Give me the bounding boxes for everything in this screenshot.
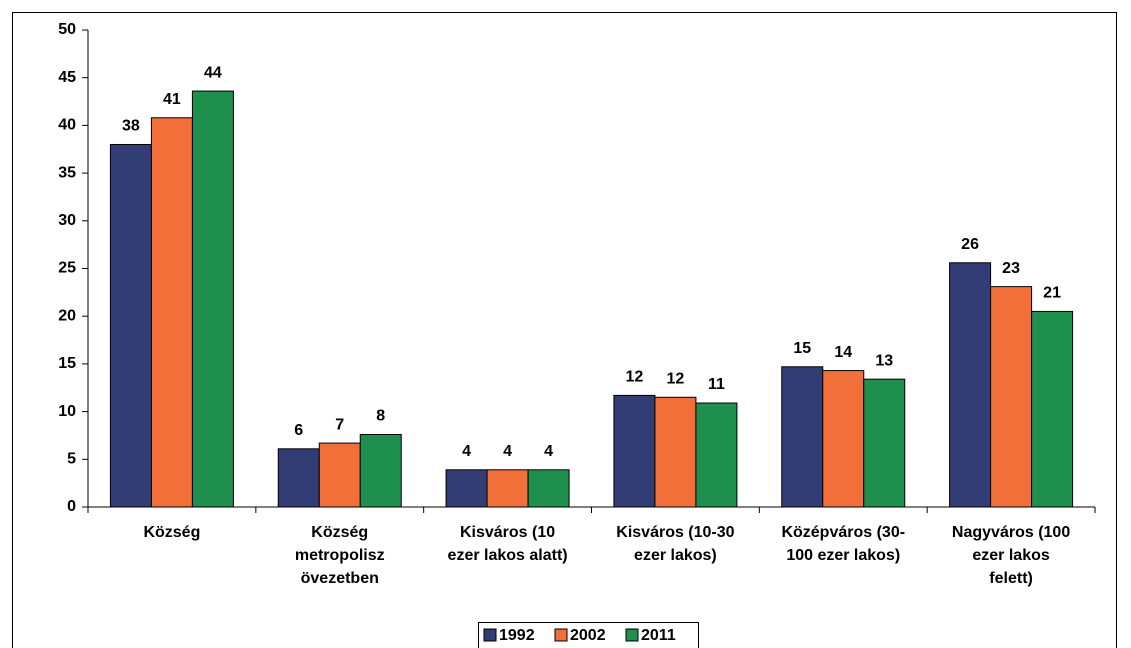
legend-swatch xyxy=(483,628,497,642)
x-tick-label: Kisváros (10 ezer lakos alatt) xyxy=(448,524,568,564)
x-tick-label: Kisváros (10-30 ezer lakos) xyxy=(616,524,734,564)
legend-box xyxy=(478,622,699,648)
value-label: 15 xyxy=(793,340,811,357)
y-tick-label: 30 xyxy=(58,212,76,229)
value-label: 4 xyxy=(503,443,512,460)
y-tick-label: 20 xyxy=(58,307,76,324)
bar xyxy=(150,117,193,508)
legend-label: 2002 xyxy=(570,627,606,644)
bar xyxy=(949,262,992,508)
legend-label: 2011 xyxy=(641,627,676,644)
bar xyxy=(318,442,361,508)
x-tick-label: Község metropolisz övezetben xyxy=(295,524,385,587)
value-label: 12 xyxy=(626,369,644,386)
value-label: 11 xyxy=(708,376,725,393)
value-label: 38 xyxy=(122,118,140,135)
value-label: 4 xyxy=(544,443,553,460)
value-label: 12 xyxy=(667,371,685,388)
legend-label: 1992 xyxy=(499,627,535,644)
chart-border xyxy=(12,12,1117,648)
bar xyxy=(990,286,1033,508)
value-label: 41 xyxy=(163,91,181,108)
bar xyxy=(359,433,402,508)
bar xyxy=(445,469,488,508)
value-label: 21 xyxy=(1043,285,1061,302)
bar xyxy=(527,469,570,508)
bar xyxy=(863,378,906,508)
bar xyxy=(1031,310,1074,508)
value-label: 26 xyxy=(961,236,979,253)
y-tick-label: 25 xyxy=(58,260,76,277)
y-tick-label: 15 xyxy=(58,355,76,372)
bar xyxy=(654,396,697,508)
value-label: 14 xyxy=(834,344,852,361)
value-label: 8 xyxy=(376,408,385,425)
y-tick-label: 35 xyxy=(58,164,76,181)
value-label: 44 xyxy=(204,64,222,81)
legend-swatch xyxy=(625,628,639,642)
value-label: 6 xyxy=(294,422,303,439)
x-tick-label: Község xyxy=(143,524,200,541)
bar xyxy=(781,366,824,508)
x-tick-label: Nagyváros (100 ezer lakos felett) xyxy=(952,524,1070,587)
legend-swatch xyxy=(554,628,568,642)
bar xyxy=(109,143,152,508)
x-tick-label: Középváros (30-100 ezer lakos) xyxy=(781,524,905,564)
y-tick-label: 45 xyxy=(58,69,76,86)
bar xyxy=(695,402,738,508)
y-tick-label: 5 xyxy=(67,451,76,468)
y-tick-label: 0 xyxy=(67,498,76,515)
value-label: 13 xyxy=(875,352,893,369)
bar xyxy=(613,394,656,508)
y-tick-label: 40 xyxy=(58,117,76,134)
value-label: 7 xyxy=(335,416,344,433)
y-tick-label: 10 xyxy=(58,403,76,420)
y-tick-label: 50 xyxy=(58,21,76,38)
bar xyxy=(822,370,865,508)
bar xyxy=(277,448,320,508)
value-label: 23 xyxy=(1002,260,1020,277)
bar xyxy=(486,469,529,508)
value-label: 4 xyxy=(462,443,471,460)
bar xyxy=(191,90,234,508)
